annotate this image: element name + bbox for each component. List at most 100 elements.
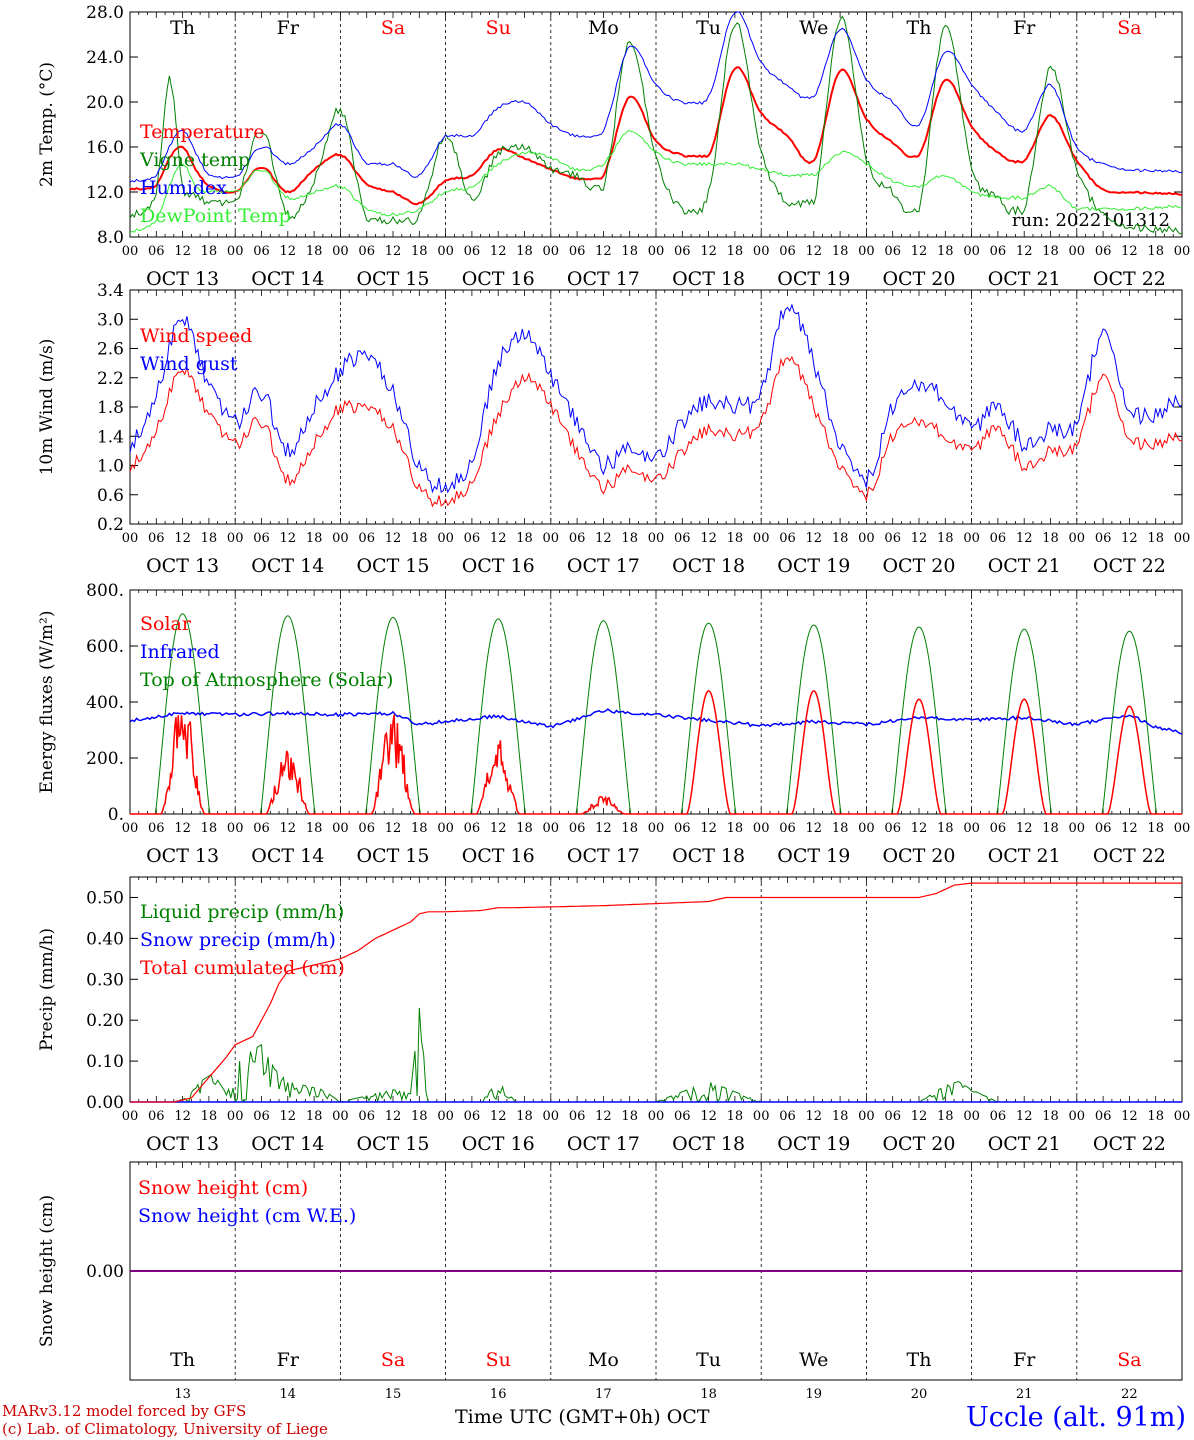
y-tick-label: 600. bbox=[86, 637, 124, 657]
series-line bbox=[129, 303, 1183, 494]
hour-label: 12 bbox=[806, 244, 823, 259]
series-line bbox=[129, 130, 1183, 234]
y-tick-label: 0.6 bbox=[97, 486, 124, 506]
date-label: OCT 20 bbox=[882, 268, 955, 290]
day-number: 13 bbox=[174, 1387, 191, 1402]
hour-label: 06 bbox=[779, 1109, 796, 1124]
date-label: OCT 21 bbox=[988, 268, 1061, 290]
day-number: 20 bbox=[911, 1387, 928, 1402]
y-tick-label: 400. bbox=[86, 693, 124, 713]
legend-entry: Snow height (cm W.E.) bbox=[138, 1205, 356, 1227]
hour-label: 06 bbox=[779, 244, 796, 259]
hour-label: 18 bbox=[621, 244, 638, 259]
hour-label: 00 bbox=[963, 244, 980, 259]
day-name: Sa bbox=[381, 1349, 405, 1371]
hour-label: 00 bbox=[332, 821, 349, 836]
date-label: OCT 15 bbox=[356, 555, 429, 577]
hour-label: 06 bbox=[990, 244, 1007, 259]
hour-label: 18 bbox=[937, 244, 954, 259]
hour-label: 12 bbox=[911, 1109, 928, 1124]
date-label: OCT 14 bbox=[251, 845, 324, 867]
hour-label: 00 bbox=[227, 1109, 244, 1124]
hour-label: 12 bbox=[595, 821, 612, 836]
hour-label: 12 bbox=[911, 821, 928, 836]
hour-label: 00 bbox=[753, 1109, 770, 1124]
series-line bbox=[129, 355, 1183, 508]
plot-frame bbox=[129, 589, 1183, 815]
hour-label: 18 bbox=[937, 821, 954, 836]
y-tick-label: 3.4 bbox=[97, 281, 124, 301]
hour-label: 00 bbox=[332, 1109, 349, 1124]
hour-label: 00 bbox=[1069, 531, 1086, 546]
hour-label: 06 bbox=[569, 821, 586, 836]
hour-label: 18 bbox=[1147, 531, 1164, 546]
hour-label: 00 bbox=[227, 244, 244, 259]
date-label: OCT 17 bbox=[567, 845, 640, 867]
date-label: OCT 22 bbox=[1093, 268, 1166, 290]
x-axis-label: Time UTC (GMT+0h) OCT bbox=[455, 1406, 710, 1428]
hour-label: 06 bbox=[779, 531, 796, 546]
date-label: OCT 14 bbox=[251, 555, 324, 577]
hour-label: 18 bbox=[201, 531, 218, 546]
hour-label: 00 bbox=[963, 821, 980, 836]
hour-label: 18 bbox=[1042, 244, 1059, 259]
hour-label: 12 bbox=[280, 821, 297, 836]
date-label: OCT 18 bbox=[672, 268, 745, 290]
date-label: OCT 16 bbox=[462, 845, 535, 867]
series-line bbox=[129, 708, 1183, 735]
hour-label: 06 bbox=[884, 1109, 901, 1124]
hour-label: 18 bbox=[621, 821, 638, 836]
y-tick-label: 8.0 bbox=[97, 228, 124, 248]
hour-label: 06 bbox=[253, 531, 270, 546]
date-label: OCT 16 bbox=[462, 555, 535, 577]
hour-label: 12 bbox=[1016, 1109, 1033, 1124]
hour-label: 06 bbox=[674, 1109, 691, 1124]
hour-label: 06 bbox=[1095, 821, 1112, 836]
hour-label: 18 bbox=[937, 1109, 954, 1124]
hour-label: 12 bbox=[806, 531, 823, 546]
day-name: Fr bbox=[277, 1349, 300, 1371]
hour-label: 12 bbox=[1121, 244, 1138, 259]
day-number: 22 bbox=[1121, 1387, 1138, 1402]
hour-label: 12 bbox=[1121, 1109, 1138, 1124]
hour-label: 12 bbox=[385, 531, 402, 546]
series-line bbox=[130, 689, 1182, 815]
hour-label: 06 bbox=[990, 1109, 1007, 1124]
hour-label: 00 bbox=[1174, 821, 1191, 836]
hour-label: 00 bbox=[437, 821, 454, 836]
hour-label: 12 bbox=[1121, 531, 1138, 546]
y-tick-label: 0.40 bbox=[86, 929, 124, 949]
y-tick-label: 1.0 bbox=[97, 457, 124, 477]
hour-label: 18 bbox=[727, 531, 744, 546]
y-tick-label: 2.6 bbox=[97, 340, 124, 360]
hour-label: 12 bbox=[1016, 531, 1033, 546]
hour-label: 06 bbox=[148, 244, 165, 259]
hour-label: 12 bbox=[700, 821, 717, 836]
date-label: OCT 18 bbox=[672, 845, 745, 867]
date-label: OCT 19 bbox=[777, 1133, 850, 1155]
hour-label: 06 bbox=[148, 821, 165, 836]
date-label: OCT 17 bbox=[567, 555, 640, 577]
date-label: OCT 21 bbox=[988, 845, 1061, 867]
hour-label: 12 bbox=[490, 244, 507, 259]
hour-label: 00 bbox=[437, 531, 454, 546]
day-name: Tu bbox=[696, 1349, 721, 1371]
hour-label: 18 bbox=[1147, 821, 1164, 836]
legend-entry: Snow height (cm) bbox=[138, 1177, 308, 1199]
y-tick-label: 0.00 bbox=[86, 1262, 124, 1282]
run-label: run: 2022101312 bbox=[1012, 210, 1170, 231]
hour-label: 00 bbox=[648, 531, 665, 546]
y-tick-label: 200. bbox=[86, 749, 124, 769]
hour-label: 06 bbox=[884, 531, 901, 546]
date-label: OCT 13 bbox=[146, 845, 219, 867]
hour-label: 06 bbox=[253, 821, 270, 836]
y-tick-label: 0.00 bbox=[86, 1093, 124, 1113]
hour-label: 12 bbox=[174, 821, 191, 836]
hour-label: 06 bbox=[464, 531, 481, 546]
day-number: 17 bbox=[595, 1387, 612, 1402]
hour-label: 06 bbox=[358, 531, 375, 546]
hour-label: 00 bbox=[227, 531, 244, 546]
day-name: Fr bbox=[1013, 1349, 1036, 1371]
day-number: 18 bbox=[700, 1387, 717, 1402]
